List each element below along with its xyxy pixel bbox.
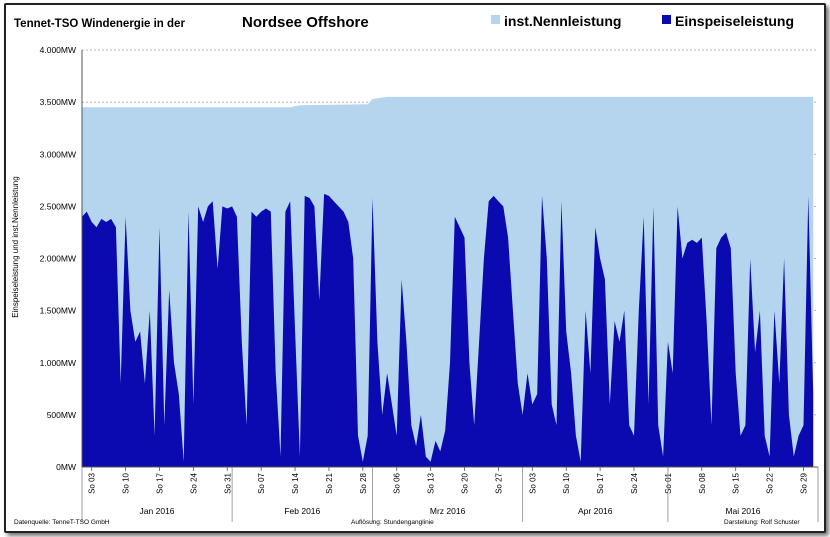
x-tick-label: So 03 — [528, 472, 537, 493]
y-tick-label: 4.000MW — [40, 45, 76, 55]
x-tick-label: So 31 — [223, 472, 232, 493]
plot-area — [82, 96, 814, 468]
y-axis-label: Einspeiseleistung und inst.Nennleistung — [11, 176, 20, 317]
chart-title-main: Nordsee Offshore — [242, 14, 369, 31]
chart-title-prefix: Tennet-TSO Windenergie in der — [14, 18, 185, 30]
footer-source: Datenquelle: TenneT-TSO GmbH — [14, 519, 110, 526]
month-label: Feb 2016 — [284, 506, 320, 516]
month-label: Mai 2016 — [725, 506, 760, 516]
x-tick-label: So 21 — [325, 472, 334, 493]
x-tick-label: So 28 — [359, 472, 368, 493]
x-tick-label: So 29 — [800, 472, 809, 493]
x-tick-label: So 10 — [562, 472, 571, 493]
legend-label-nennleistung: inst.Nennleistung — [504, 13, 621, 29]
y-tick-label: 2.000MW — [40, 254, 76, 264]
month-label: Jan 2016 — [140, 506, 175, 516]
legend-swatch-einspeiseleistung — [662, 15, 671, 24]
legend-swatch-nennleistung — [491, 15, 500, 24]
x-tick-label: So 15 — [732, 472, 741, 493]
footer-author: Darstellung: Rolf Schuster — [724, 519, 800, 526]
month-label: Apr 2016 — [578, 506, 613, 516]
legend-label-einspeiseleistung: Einspeiseleistung — [675, 13, 794, 29]
x-tick-label: So 22 — [766, 472, 775, 493]
x-tick-label: So 13 — [427, 472, 436, 493]
y-tick-label: 1.500MW — [40, 306, 76, 316]
y-tick-label: 0MW — [56, 462, 76, 472]
area-einspeiseleistung — [82, 193, 814, 467]
x-tick-label: So 17 — [596, 472, 605, 493]
x-tick-label: So 08 — [698, 472, 707, 493]
x-tick-label: So 20 — [461, 472, 470, 493]
axes: 0MW 500MW 1.000MW 1.500MW 2.000MW 2.500MW 3.00… — [40, 45, 819, 522]
x-tick-label: So 17 — [156, 472, 165, 493]
y-tick-label: 3.000MW — [40, 149, 76, 159]
chart-svg: Tennet-TSO Windenergie in der Nordsee Of… — [11, 13, 819, 526]
x-tick-label: So 27 — [494, 472, 503, 493]
y-tick-label: 2.500MW — [40, 201, 76, 211]
x-tick-label: So 14 — [291, 472, 300, 493]
y-tick-label: 500MW — [47, 410, 76, 420]
x-tick-label: So 01 — [664, 472, 673, 493]
x-tick-label: So 06 — [393, 472, 402, 493]
chart-frame: Tennet-TSO Windenergie in der Nordsee Of… — [4, 3, 826, 533]
month-label: Mrz 2016 — [430, 506, 466, 516]
x-tick-label: So 07 — [257, 472, 266, 493]
footer-resolution: Auflösung: Stundenganglinie — [351, 519, 434, 526]
x-tick-label: So 03 — [88, 472, 97, 493]
x-tick-label: So 24 — [630, 472, 639, 493]
x-tick-label: So 10 — [122, 472, 131, 493]
x-tick-label: So 24 — [189, 472, 198, 493]
y-tick-label: 3.500MW — [40, 97, 76, 107]
y-tick-label: 1.000MW — [40, 358, 76, 368]
